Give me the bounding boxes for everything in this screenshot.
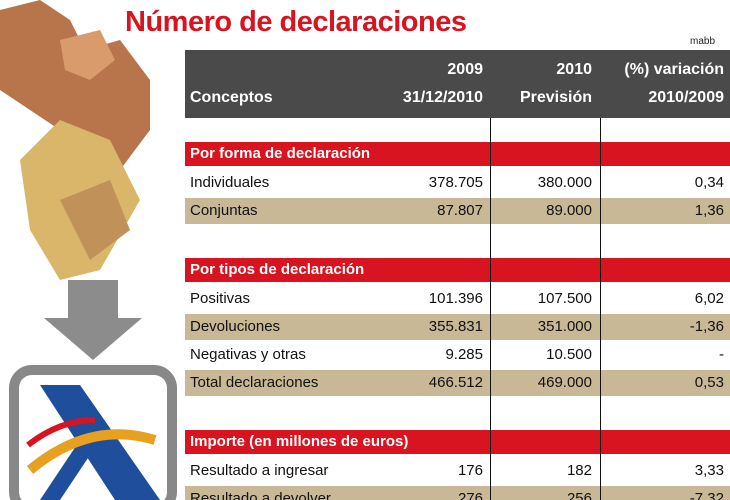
section-band	[185, 142, 730, 166]
banknote	[60, 180, 130, 260]
cell: 378.705	[428, 174, 483, 191]
section-band	[185, 258, 730, 282]
cell: 0,53	[694, 374, 724, 391]
logo-x	[40, 440, 100, 500]
cell: -	[719, 346, 724, 363]
header-cell: 2010	[556, 61, 592, 78]
header-band	[185, 50, 730, 118]
row-band	[185, 486, 730, 500]
cell: 6,02	[694, 290, 724, 307]
row-band	[185, 198, 730, 224]
row-band	[185, 314, 730, 340]
cell: 176	[457, 462, 483, 479]
cell: 107.500	[537, 290, 592, 307]
header-cell: Previsión	[519, 89, 592, 106]
cell: 355.831	[428, 318, 483, 335]
cell: 101.396	[428, 290, 483, 307]
cell: 0,34	[694, 174, 724, 191]
header-cell: 31/12/2010	[402, 89, 483, 106]
header-cell: (%) variación	[624, 61, 724, 78]
arrow	[44, 280, 142, 360]
cell: Conjuntas	[190, 202, 258, 219]
header-cell: Conceptos	[190, 89, 273, 106]
header-cell: 2009	[447, 61, 483, 78]
cell: Resultado a devolver	[190, 490, 331, 500]
cell: Positivas	[190, 290, 251, 307]
cell: 256	[566, 490, 592, 500]
header-cell: 2010/2009	[648, 89, 724, 106]
cell: 351.000	[537, 318, 592, 335]
section-title: Por forma de declaración	[190, 145, 371, 162]
row-band	[185, 370, 730, 396]
title: Número de declaraciones	[125, 6, 467, 38]
cell: 469.000	[537, 374, 592, 391]
cell: 3,33	[694, 462, 724, 479]
credit: mabb	[690, 36, 716, 47]
cell: 9.285	[445, 346, 483, 363]
cell: 466.512	[428, 374, 483, 391]
column-rule	[600, 118, 601, 500]
cell: 380.000	[537, 174, 592, 191]
column-rule	[490, 118, 491, 500]
hand	[0, 0, 150, 170]
logo-arc	[26, 429, 157, 474]
cell: Resultado a ingresar	[190, 462, 329, 479]
cell: Total declaraciones	[190, 374, 319, 391]
cell: Negativas y otras	[190, 346, 306, 363]
cell: 10.500	[546, 346, 592, 363]
cell: Devoluciones	[190, 318, 281, 335]
illustration	[0, 0, 177, 500]
cell: -1,36	[689, 318, 724, 335]
section-title: Importe (en millones de euros)	[190, 433, 409, 450]
logo-x	[40, 385, 160, 500]
cell: Individuales	[190, 174, 270, 191]
section-title: Por tipos de declaración	[190, 261, 365, 278]
logo-arc	[26, 417, 96, 448]
cell: -7,32	[689, 490, 724, 500]
cell: 1,36	[694, 202, 724, 219]
cell: 276	[457, 490, 483, 500]
cell: 89.000	[546, 202, 592, 219]
section-band	[185, 430, 730, 454]
cell: 182	[566, 462, 592, 479]
hand-highlight	[60, 30, 115, 80]
cell: 87.807	[437, 202, 483, 219]
